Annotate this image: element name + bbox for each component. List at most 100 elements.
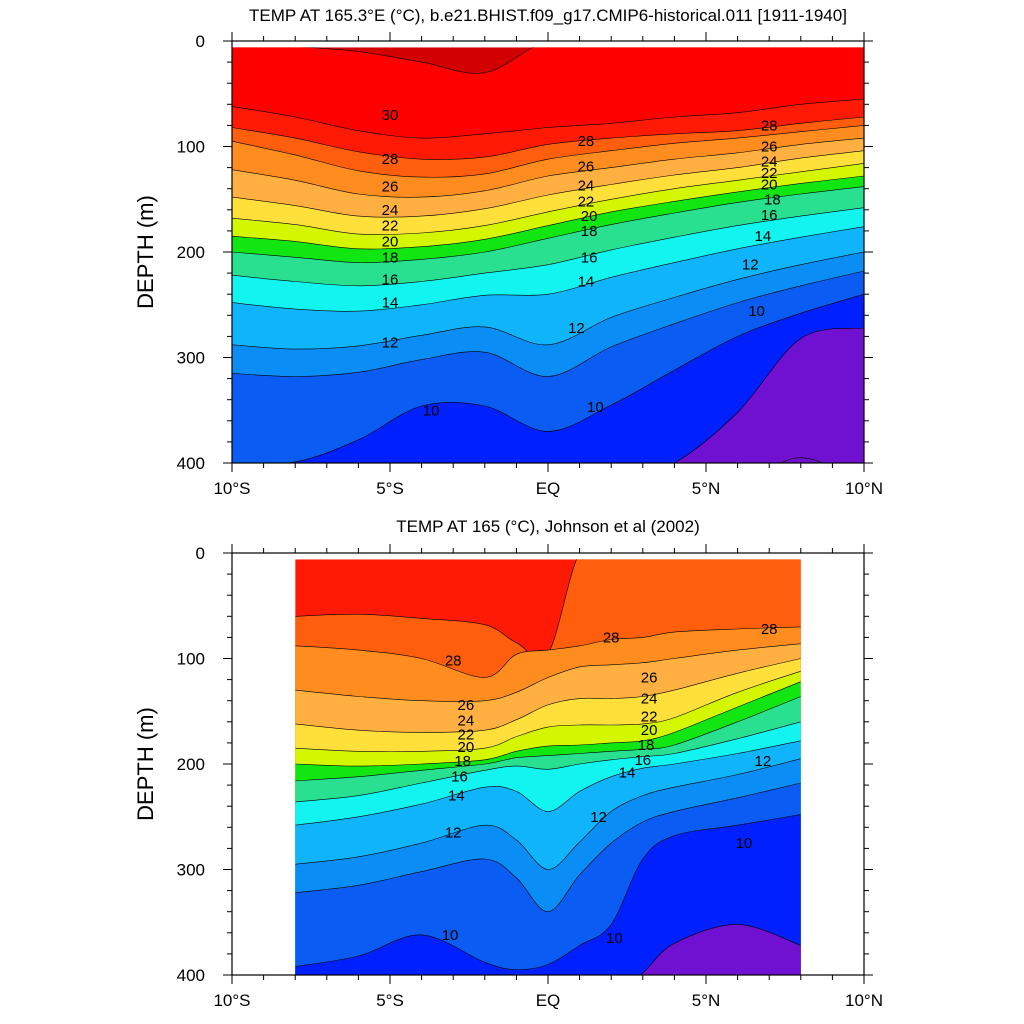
panel-0-contour-10 <box>232 293 864 464</box>
panel-1-contour-label: 24 <box>457 713 474 730</box>
panel-0-contour-label: 10 <box>587 399 604 416</box>
panel-0-fills <box>232 47 864 464</box>
panel-bottom: TEMP AT 165 (°C), Johnson et al (2002) D… <box>133 517 883 1010</box>
panel-1-contour-label: 12 <box>755 753 772 770</box>
panel-1-contour-label: 14 <box>448 788 465 805</box>
panel-top-title: TEMP AT 165.3°E (°C), b.e21.BHIST.f09_g1… <box>249 6 847 25</box>
panel-1-x-tick-label: 10°S <box>213 991 250 1010</box>
panel-0-contour-label: 22 <box>382 218 399 235</box>
panel-1-ticks <box>223 544 873 984</box>
panel-0-contour-label: 18 <box>764 191 781 208</box>
panel-1-contour-label: 22 <box>457 726 474 743</box>
panel-0-contour-label: 18 <box>581 223 598 240</box>
panel-1-contour-10 <box>295 814 801 971</box>
panel-1-contour-11 <box>295 782 801 913</box>
panel-1-contour-label: 18 <box>638 737 655 754</box>
panel-0-contour-14 <box>232 226 864 312</box>
panel-0-contour-label: 24 <box>578 178 595 195</box>
panel-0-contour-12 <box>232 251 864 350</box>
panel-0-contour-label: 30 <box>382 107 399 124</box>
panel-0-contour-24 <box>232 150 864 218</box>
panel-0-contour-label: 18 <box>382 249 399 266</box>
panel-0-contour-label: 28 <box>578 133 595 150</box>
panel-0-contour-9 <box>673 327 864 464</box>
panel-0-y-tick-label: 100 <box>177 138 205 157</box>
panel-0-contour-label: 14 <box>755 228 772 245</box>
panel-0-contour-label: 14 <box>382 295 399 312</box>
panel-bottom-ylabel: DEPTH (m) <box>133 707 158 821</box>
panel-0-fill-8 <box>674 328 864 464</box>
panel-1-y-tick-label: 0 <box>196 544 205 563</box>
panel-0-contour-label: 26 <box>382 179 399 196</box>
panel-1-contour-12 <box>295 758 801 870</box>
panel-0-contour-label: 14 <box>578 274 595 291</box>
panel-1-contour-label: 14 <box>619 764 636 781</box>
panel-0-contour-16 <box>232 207 864 287</box>
panel-1-contour-label: 10 <box>606 930 623 947</box>
panel-0-contour-label: 10 <box>748 303 765 320</box>
panel-1-contour-24 <box>295 658 801 733</box>
panel-1-contour-label: 28 <box>445 653 462 670</box>
panel-1-contour-26 <box>295 643 801 702</box>
panel-1-contour-label: 20 <box>641 722 658 739</box>
panel-0-contour-29 <box>232 116 864 160</box>
panel-1-x-tick-label: 5°S <box>376 991 404 1010</box>
panel-1-contour-label: 24 <box>641 691 658 708</box>
panel-0-x-tick-label: 10°S <box>213 479 250 498</box>
panel-0-contour-30 <box>232 98 864 139</box>
panel-1-contour-label: 10 <box>736 835 753 852</box>
panel-0-contour-label: 24 <box>382 202 399 219</box>
panel-1-contour-9 <box>639 924 801 976</box>
panel-0-contour-28 <box>232 125 864 178</box>
panel-0-ticks <box>223 32 873 472</box>
panel-0-contour-18 <box>232 186 864 263</box>
panel-1-contour-20 <box>295 681 801 767</box>
panel-1-contour-label: 28 <box>761 621 778 638</box>
panel-0-contour-label: 20 <box>382 233 399 250</box>
panel-1-contour-label: 12 <box>590 809 607 826</box>
panel-0-fill-9 <box>232 294 864 464</box>
panel-0-y-tick-label: 400 <box>177 454 205 473</box>
panel-0-y-tick-label: 0 <box>196 32 205 51</box>
panel-0-contour-labels: 3028262422201816141210282624222018161412… <box>382 107 781 419</box>
panel-0-contour-31 <box>304 47 534 74</box>
panel-0-contour-label: 28 <box>761 117 778 134</box>
panel-0-contour-label: 16 <box>382 271 399 288</box>
panel-top-ylabel: DEPTH (m) <box>133 195 158 309</box>
panel-1-contour-label: 18 <box>454 753 471 770</box>
panel-1-x-tick-label: EQ <box>536 991 561 1010</box>
panel-1-contour-label: 12 <box>445 825 462 842</box>
panel-1-y-tick-label: 100 <box>177 650 205 669</box>
panel-0-contour-label: 12 <box>382 335 399 352</box>
panel-0-x-tick-label: 10°N <box>845 479 883 498</box>
panel-0-contour-label: 22 <box>761 165 778 182</box>
panel-0-x-tick-label: EQ <box>536 479 561 498</box>
panel-1-contour-label: 28 <box>603 629 620 646</box>
panel-1-contour-22 <box>295 670 801 753</box>
panel-1-contour-label: 22 <box>641 709 658 726</box>
panel-0-contour-11 <box>232 270 864 377</box>
panel-1-contour-label: 20 <box>457 739 474 756</box>
panel-0-x-tick-label: 5°N <box>692 479 721 498</box>
panel-1-contour-label: 16 <box>634 752 651 769</box>
panel-1-contour-16 <box>295 721 801 803</box>
panel-0-contour-label: 24 <box>761 153 778 170</box>
panel-1-y-tick-label: 400 <box>177 966 205 985</box>
panel-bottom-plot: 10°S 5°S EQ 5°N 10°N010020030040028262422201… <box>177 544 883 1010</box>
panel-1-contour-29 <box>295 559 577 659</box>
panel-0-contour-label: 12 <box>568 320 585 337</box>
panel-1-x-tick-label: 5°N <box>692 991 721 1010</box>
panel-bottom-title: TEMP AT 165 (°C), Johnson et al (2002) <box>396 517 700 536</box>
panel-0-x-tick-label: 5°S <box>376 479 404 498</box>
panel-0-contour-label: 20 <box>581 208 598 225</box>
panel-1-contour-28 <box>295 626 801 678</box>
panel-0-contour-label: 12 <box>742 257 759 274</box>
panel-1-fills <box>295 559 801 976</box>
panel-1-x-tick-label: 10°N <box>845 991 883 1010</box>
panel-1-contour-labels: 2826242220181614121028262422201816141210… <box>442 621 778 947</box>
panel-1-contour-label: 10 <box>442 927 459 944</box>
panel-0-contour-label: 16 <box>761 207 778 224</box>
panel-1-contour-label: 26 <box>641 669 658 686</box>
panel-0-contour-label: 26 <box>761 139 778 156</box>
